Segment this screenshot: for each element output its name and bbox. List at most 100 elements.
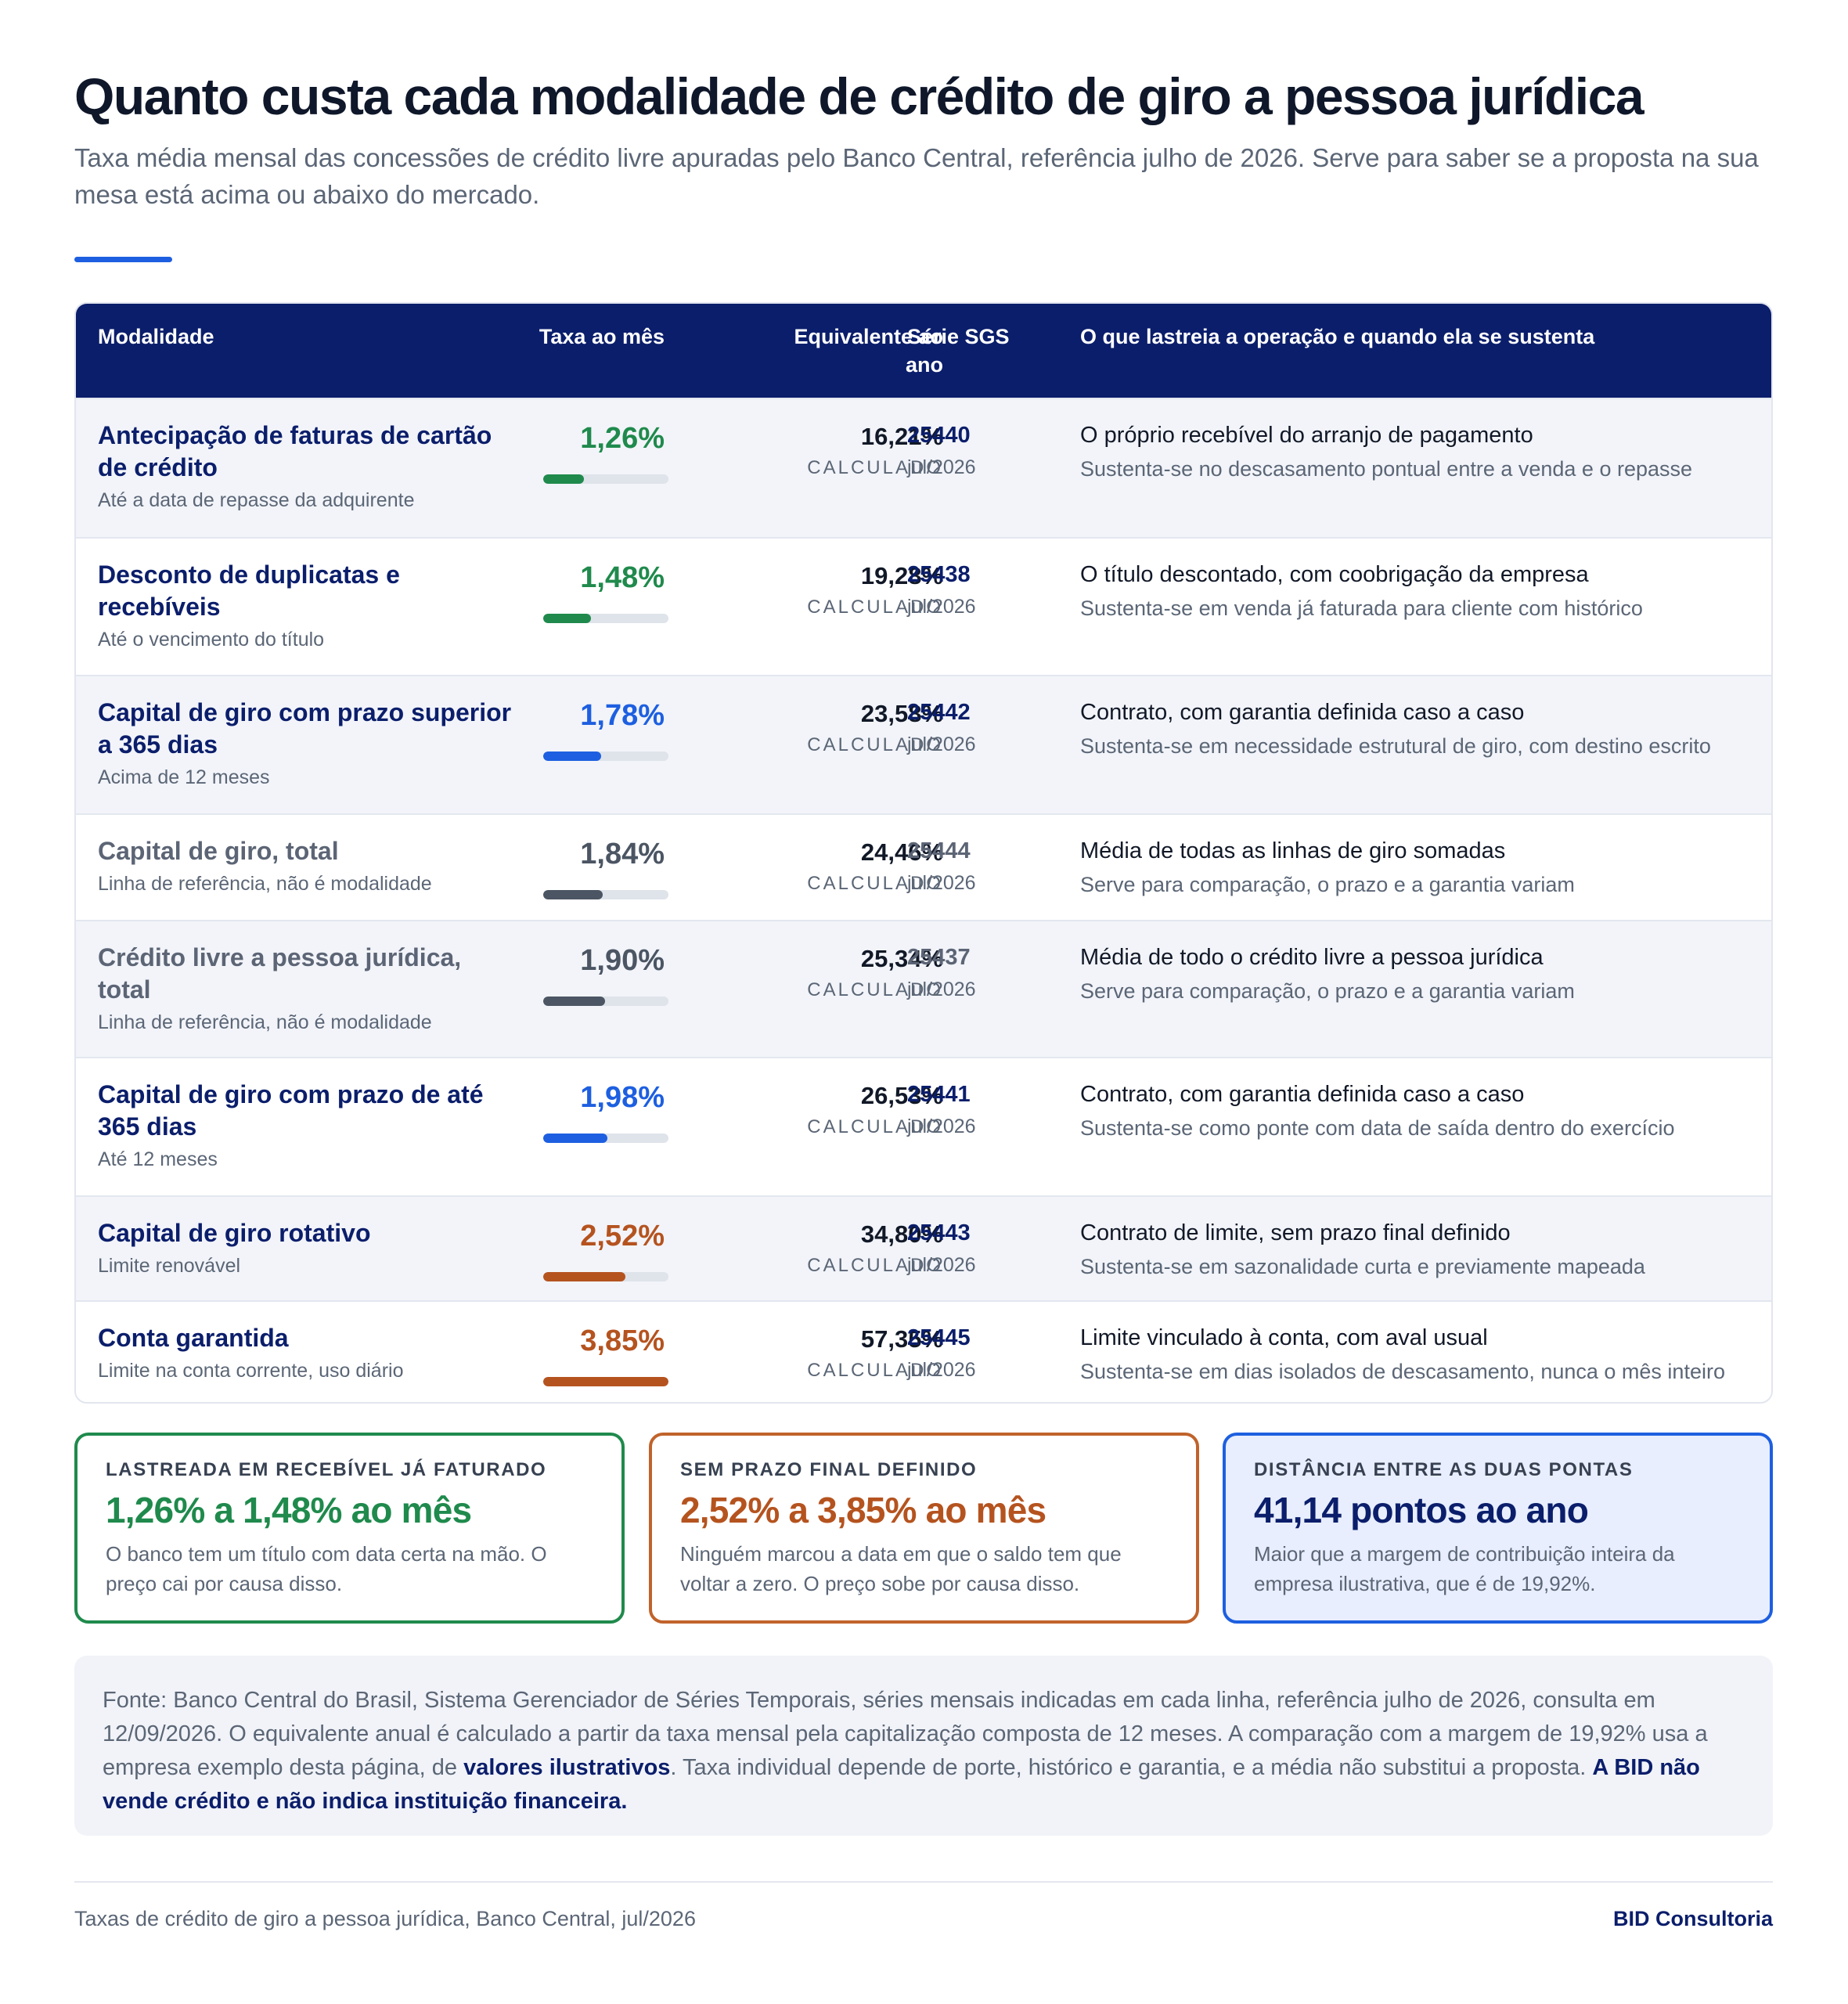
row-rate: 1,48% [580,561,665,594]
row-rate: 1,26% [580,422,665,455]
row-name: Antecipação de faturas de cartão de créd… [98,421,492,481]
row-lastro: Contrato de limite, sem prazo final defi… [1080,1217,1761,1285]
sgs-code: 25440 [907,423,971,448]
row-lastro: O título descontado, com coobrigação da … [1080,559,1761,626]
row-rate: 1,98% [580,1081,665,1114]
lastro-detail: Sustenta-se no descasamento pontual entr… [1080,457,1693,481]
table-row: Capital de giro com prazo de até 365 dia… [76,1057,1771,1195]
rate-bar-track [543,1272,668,1281]
row-lastro: Limite vinculado à conta, com aval usual… [1080,1322,1761,1389]
card-text: Ninguém marcou a data em que o saldo tem… [680,1542,1122,1595]
sgs-code: 25442 [907,700,971,725]
col-taxa: Taxa ao mês [539,325,665,348]
sgs-code: 25445 [907,1325,971,1350]
table-row: Antecipação de faturas de cartão de créd… [76,398,1771,537]
rate-bar-track [543,474,668,484]
page-title: Quanto custa cada modalidade de crédito … [74,67,1644,125]
lastro-detail: Sustenta-se em sazonalidade curta e prev… [1080,1255,1645,1278]
calc-label: CALCULADO [807,1360,943,1381]
row-annual: 25,34% CALCULADO [702,943,943,1006]
calc-label: CALCULADO [807,457,943,478]
row-sgs: 25442 jul/2026 [907,697,1064,761]
footer-caption: Taxas de crédito de giro a pessoa jurídi… [74,1907,696,1930]
row-prazo: Limite renovável [98,1255,241,1277]
accent-divider [74,257,172,262]
sgs-code: 25441 [907,1082,971,1107]
table-row: Capital de giro rotativo Limite renovável… [76,1195,1771,1300]
lastro-detail: Sustenta-se como ponte com data de saída… [1080,1116,1675,1140]
note-bold-1: valores ilustrativos [463,1755,671,1780]
sgs-date: jul/2026 [907,1116,976,1137]
row-sgs: 25441 jul/2026 [907,1079,1064,1143]
row-name: Desconto de duplicatas e recebíveis [98,560,400,621]
row-modalidade: Capital de giro rotativo Limite renovável [98,1217,521,1279]
lastro-main: O título descontado, com coobrigação da … [1080,562,1589,587]
annual-value: 25,34% [860,945,943,972]
row-rate: 3,85% [580,1325,665,1357]
row-modalidade: Conta garantida Limite na conta corrente,… [98,1322,521,1384]
row-annual: 16,21% CALCULADO [702,421,943,484]
lastro-main: Média de todas as linhas de giro somadas [1080,838,1506,863]
row-modalidade: Desconto de duplicatas e recebíveis Até o… [98,559,521,653]
rate-bar-fill [543,890,603,899]
annual-value: 23,58% [860,700,943,727]
sgs-code: 25438 [907,562,971,587]
rate-bar-track [543,997,668,1006]
row-name: Capital de giro com prazo de até 365 dia… [98,1080,484,1141]
sgs-date: jul/2026 [907,1254,976,1276]
sgs-date: jul/2026 [907,733,976,755]
card-value: 1,26% a 1,48% ao mês [106,1490,472,1530]
lastro-detail: Serve para comparação, o prazo e a garan… [1080,873,1575,896]
row-sgs: 25445 jul/2026 [907,1322,1064,1386]
calc-label: CALCULADO [807,1255,943,1276]
rate-bar-track [543,614,668,623]
rate-bar-track [543,1377,668,1386]
row-annual: 19,28% CALCULADO [702,560,943,623]
calc-label: CALCULADO [807,597,943,618]
row-rate: 1,90% [580,944,665,977]
col-serie: Série SGS [907,325,1010,348]
lastro-main: Contrato de limite, sem prazo final defi… [1080,1220,1511,1245]
card-label: LASTREADA EM RECEBÍVEL JÁ FATURADO [106,1459,547,1480]
annual-value: 57,35% [860,1325,943,1353]
row-lastro: Média de todo o crédito livre a pessoa j… [1080,942,1761,1009]
sgs-date: jul/2026 [907,979,976,1000]
summary-card: SEM PRAZO FINAL DEFINIDO 2,52% a 3,85% ao… [649,1433,1199,1624]
col-equivalente-line2: ano [905,353,943,377]
row-lastro: O próprio recebível do arranjo de pagame… [1080,420,1761,487]
page-subtitle: Taxa média mensal das concessões de créd… [74,143,1759,209]
lastro-main: Limite vinculado à conta, com aval usual [1080,1325,1488,1350]
col-equivalente: Equivalente ao ano [702,323,943,379]
row-sgs: 25438 jul/2026 [907,559,1064,623]
card-value: 41,14 pontos ao ano [1254,1490,1589,1530]
table-row: Capital de giro, total Linha de referênci… [76,813,1771,920]
col-equivalente-line1: Equivalente ao [794,325,943,348]
rate-bar-fill [543,997,606,1006]
row-name: Capital de giro, total [98,837,339,865]
card-label: DISTÂNCIA ENTRE AS DUAS PONTAS [1254,1459,1634,1480]
lastro-detail: Serve para comparação, o prazo e a garan… [1080,979,1575,1003]
row-prazo: Até o vencimento do título [98,629,325,651]
source-note: Fonte: Banco Central do Brasil, Sistema … [74,1656,1773,1836]
sgs-date: jul/2026 [907,1359,976,1381]
rate-bar-fill [543,1377,668,1386]
row-modalidade: Capital de giro, total Linha de referênci… [98,835,521,897]
row-sgs: 25443 jul/2026 [907,1217,1064,1281]
note-text-2: . Taxa individual depende de porte, hist… [670,1755,1593,1780]
calc-label: CALCULADO [807,873,943,894]
table-row: Conta garantida Limite na conta corrente,… [76,1300,1771,1402]
lastro-main: Contrato, com garantia definida caso a c… [1080,1082,1525,1107]
row-lastro: Contrato, com garantia definida caso a c… [1080,1079,1761,1146]
lastro-main: Contrato, com garantia definida caso a c… [1080,700,1525,725]
card-value: 2,52% a 3,85% ao mês [680,1490,1046,1530]
table-row: Capital de giro com prazo superior a 365… [76,675,1771,813]
rate-bar-fill [543,1272,625,1281]
sgs-code: 25443 [907,1220,971,1245]
footer-divider [74,1881,1773,1883]
card-label: SEM PRAZO FINAL DEFINIDO [680,1459,978,1480]
row-prazo: Linha de referência, não é modalidade [98,873,432,895]
note-bold-2: A BID não vende crédito e não indica ins… [103,1755,1700,1814]
row-modalidade: Antecipação de faturas de cartão de créd… [98,420,521,514]
row-prazo: Linha de referência, não é modalidade [98,1011,432,1033]
note-text-1: Fonte: Banco Central do Brasil, Sistema … [103,1688,1708,1780]
